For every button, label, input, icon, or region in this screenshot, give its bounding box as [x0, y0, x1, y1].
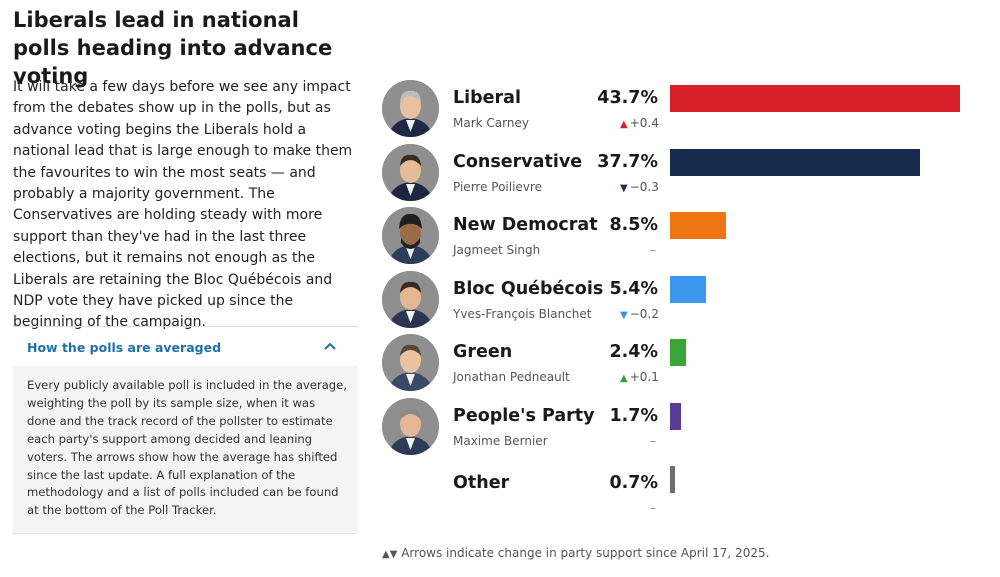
change-indicator: ▼ −0.3	[620, 180, 659, 194]
party-row: Green Jonathan Pedneault 2.4% ▲ +0.1	[382, 334, 982, 392]
party-percentage: 43.7%	[597, 88, 658, 108]
leader-name: Maxime Bernier	[453, 433, 548, 448]
footnote: ▲▼ Arrows indicate change in party suppo…	[382, 546, 769, 560]
party-name: New Democrat	[453, 215, 598, 235]
arrow-up-icon: ▲	[620, 373, 628, 384]
change-indicator: ▲ +0.4	[620, 116, 659, 130]
party-name: Conservative	[453, 151, 583, 172]
accordion-title: How the polls are averaged	[27, 340, 222, 355]
party-row: People's Party Maxime Bernier 1.7% –	[382, 397, 982, 456]
change-indicator: –	[650, 243, 656, 257]
change-indicator: –	[650, 501, 656, 515]
party-percentage: 8.5%	[609, 215, 658, 235]
arrow-down-icon: ▼	[620, 309, 628, 321]
bar	[670, 212, 727, 239]
bar	[670, 339, 686, 366]
arrows-legend-icon: ▲▼	[382, 549, 398, 560]
leader-name: Jagmeet Singh	[453, 243, 541, 257]
leader-name: Jonathan Pedneault	[453, 370, 570, 384]
footnote-text: Arrows indicate change in party support …	[401, 546, 770, 560]
party-name: People's Party	[453, 405, 595, 426]
accordion-panel: Every publicly available poll is include…	[13, 366, 358, 532]
party-percentage: 2.4%	[609, 342, 658, 362]
methodology-accordion-toggle[interactable]: How the polls are averaged	[13, 330, 358, 366]
leader-name: Pierre Poilievre	[453, 179, 542, 194]
bar	[670, 85, 960, 112]
bar	[670, 402, 682, 430]
bar	[670, 275, 706, 303]
party-name: Other	[453, 473, 510, 493]
party-name: Green	[453, 342, 513, 362]
leader-name: Mark Carney	[453, 116, 529, 130]
party-row: Other 0.7% –	[382, 461, 982, 519]
leader-name: Yves-François Blanchet	[453, 306, 592, 321]
change-value: +0.1	[629, 370, 659, 384]
party-row: Bloc Québécois Yves-François Blanchet 5.4%…	[382, 270, 982, 329]
change-indicator: ▲ +0.1	[620, 370, 659, 384]
party-name: Bloc Québécois	[453, 278, 604, 299]
change-value: −0.2	[629, 306, 659, 321]
leader-photo	[382, 334, 439, 391]
change-value: −0.3	[629, 179, 659, 194]
party-percentage: 37.7%	[597, 151, 658, 172]
arrow-down-icon: ▼	[620, 182, 628, 194]
party-percentage: 5.4%	[609, 278, 658, 299]
bar	[670, 466, 675, 493]
intro-paragraph: It will take a few days before we see an…	[13, 79, 353, 331]
leader-photo	[382, 397, 439, 455]
leader-photo	[382, 143, 439, 201]
leader-photo	[382, 270, 439, 328]
bar	[670, 148, 921, 176]
accordion-body: Every publicly available poll is include…	[27, 378, 347, 518]
arrow-up-icon: ▲	[620, 119, 628, 130]
party-row: Liberal Mark Carney 43.7% ▲ +0.4	[382, 80, 982, 138]
chart-title: Liberals lead in national polls heading …	[13, 8, 333, 88]
party-percentage: 1.7%	[609, 405, 658, 426]
leader-photo	[382, 207, 439, 264]
party-percentage: 0.7%	[609, 473, 658, 493]
divider	[13, 326, 358, 327]
change-value: +0.4	[629, 116, 659, 130]
leader-photo	[382, 80, 439, 137]
divider	[13, 533, 358, 534]
party-row: Conservative Pierre Poilievre 37.7% ▼ −0.3	[382, 143, 982, 202]
chevron-up-icon	[324, 342, 336, 350]
party-name: Liberal	[453, 88, 521, 108]
change-indicator: ▼ −0.2	[620, 307, 659, 321]
party-row: New Democrat Jagmeet Singh 8.5% –	[382, 207, 982, 265]
change-indicator: –	[650, 433, 656, 448]
